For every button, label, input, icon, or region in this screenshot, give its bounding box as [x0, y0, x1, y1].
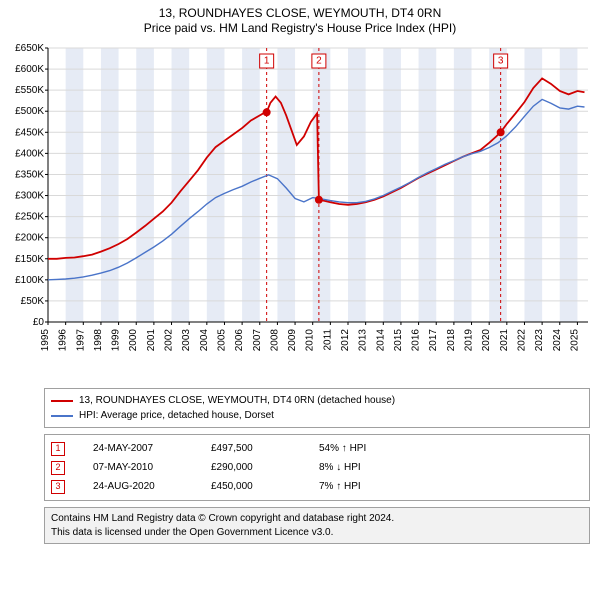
chart-svg: £0 £50K £100K £150K £200K £250K £300K £350K £400… [4, 42, 596, 382]
x-tick-label: 1999 [111, 329, 122, 352]
x-tick-label: 2018 [446, 329, 457, 352]
x-tick-label: 2003 [181, 329, 192, 352]
year-band [277, 48, 295, 322]
sale-row-price: £450,000 [211, 477, 291, 496]
chart-title-line1: 13, ROUNDHAYES CLOSE, WEYMOUTH, DT4 0RN [4, 6, 596, 21]
x-tick-label: 2001 [146, 329, 157, 352]
y-tick-label: £0 [33, 317, 45, 328]
sale-row-date: 24-AUG-2020 [93, 477, 183, 496]
x-tick-label: 2021 [499, 329, 510, 352]
x-tick-label: 2011 [322, 329, 333, 351]
year-band [489, 48, 507, 322]
legend-label: 13, ROUNDHAYES CLOSE, WEYMOUTH, DT4 0RN … [79, 393, 395, 408]
x-tick-label: 2004 [199, 329, 210, 352]
sale-row-price: £290,000 [211, 458, 291, 477]
x-tick-label: 2006 [234, 329, 245, 352]
legend-swatch [51, 415, 73, 417]
x-tick-label: 2020 [481, 329, 492, 352]
year-band [136, 48, 154, 322]
sale-dot [497, 128, 505, 136]
sale-row-pct: 7% ↑ HPI [319, 477, 361, 496]
year-band [348, 48, 366, 322]
x-tick-label: 2019 [464, 329, 475, 352]
legend-row: HPI: Average price, detached house, Dors… [51, 408, 583, 423]
x-tick-label: 2007 [252, 329, 263, 352]
x-tick-label: 2025 [569, 329, 580, 352]
legend: 13, ROUNDHAYES CLOSE, WEYMOUTH, DT4 0RN … [44, 388, 590, 428]
y-tick-label: £200K [15, 233, 44, 244]
sale-marker-number: 1 [264, 56, 270, 67]
y-tick-label: £600K [15, 64, 44, 75]
y-tick-label: £350K [15, 169, 44, 180]
year-band [313, 48, 331, 322]
x-tick-label: 1995 [40, 329, 51, 352]
x-tick-label: 2015 [393, 329, 404, 352]
sales-table: 1 24-MAY-2007 £497,500 54% ↑ HPI 2 07-MAY-201… [44, 434, 590, 501]
sale-row-number-box: 2 [51, 461, 65, 475]
y-tick-label: £550K [15, 85, 44, 96]
sale-row-date: 24-MAY-2007 [93, 439, 183, 458]
legend-row: 13, ROUNDHAYES CLOSE, WEYMOUTH, DT4 0RN … [51, 393, 583, 408]
legend-label: HPI: Average price, detached house, Dors… [79, 408, 274, 423]
sale-row-date: 07-MAY-2010 [93, 458, 183, 477]
y-tick-label: £450K [15, 127, 44, 138]
x-tick-label: 2008 [269, 329, 280, 352]
x-tick-label: 2023 [534, 329, 545, 352]
sale-dot [263, 108, 271, 116]
sale-row: 2 07-MAY-2010 £290,000 8% ↓ HPI [51, 458, 583, 477]
year-band [419, 48, 437, 322]
x-tick-label: 2017 [428, 329, 439, 352]
x-tick-label: 2000 [128, 329, 139, 352]
year-band [383, 48, 401, 322]
legend-swatch [51, 400, 73, 402]
year-band [66, 48, 84, 322]
sale-row-number-box: 3 [51, 480, 65, 494]
y-tick-label: £50K [21, 296, 45, 307]
x-tick-label: 2024 [552, 329, 563, 352]
attribution: Contains HM Land Registry data © Crown c… [44, 507, 590, 544]
x-tick-label: 2016 [411, 329, 422, 352]
sale-row-price: £497,500 [211, 439, 291, 458]
sale-row-pct: 54% ↑ HPI [319, 439, 366, 458]
year-band [454, 48, 472, 322]
x-tick-label: 1998 [93, 329, 104, 352]
chart: £0 £50K £100K £150K £200K £250K £300K £350K £400… [4, 42, 596, 382]
x-tick-label: 2002 [164, 329, 175, 352]
y-tick-label: £250K [15, 212, 44, 223]
chart-title-line2: Price paid vs. HM Land Registry's House … [4, 21, 596, 36]
sale-row: 3 24-AUG-2020 £450,000 7% ↑ HPI [51, 477, 583, 496]
sale-marker-number: 3 [498, 56, 504, 67]
y-tick-label: £400K [15, 148, 44, 159]
x-tick-label: 2014 [375, 329, 386, 352]
sale-row-number-box: 1 [51, 442, 65, 456]
y-tick-label: £300K [15, 191, 44, 202]
x-tick-label: 1996 [58, 329, 69, 352]
y-tick-label: £150K [15, 254, 44, 265]
x-tick-label: 2022 [516, 329, 527, 352]
x-tick-label: 1997 [75, 329, 86, 352]
sale-row-pct: 8% ↓ HPI [319, 458, 361, 477]
page: 13, ROUNDHAYES CLOSE, WEYMOUTH, DT4 0RN … [0, 0, 600, 552]
x-tick-label: 2009 [287, 329, 298, 352]
x-tick-label: 2005 [216, 329, 227, 352]
sale-dot [315, 196, 323, 204]
year-band [560, 48, 578, 322]
attribution-line1: Contains HM Land Registry data © Crown c… [51, 512, 583, 526]
year-band [207, 48, 225, 322]
attribution-line2: This data is licensed under the Open Gov… [51, 526, 583, 540]
sale-marker-number: 2 [316, 56, 322, 67]
y-tick-label: £650K [15, 43, 44, 54]
year-band [101, 48, 119, 322]
x-tick-label: 2010 [305, 329, 316, 352]
x-tick-label: 2012 [340, 329, 351, 352]
sale-row: 1 24-MAY-2007 £497,500 54% ↑ HPI [51, 439, 583, 458]
y-tick-label: £100K [15, 275, 44, 286]
x-tick-label: 2013 [358, 329, 369, 352]
y-tick-label: £500K [15, 106, 44, 117]
